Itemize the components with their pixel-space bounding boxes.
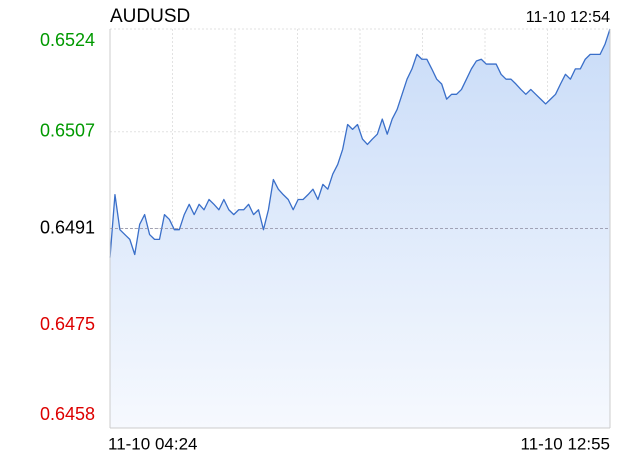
- x-tick-label: 11-10 12:55: [521, 434, 610, 453]
- y-tick-label: 0.6507: [40, 121, 95, 141]
- x-tick-label: 11-10 04:24: [108, 434, 197, 453]
- y-tick-label: 0.6458: [40, 404, 95, 424]
- chart-title: AUDUSD: [110, 6, 190, 27]
- y-tick-label: 0.6475: [40, 314, 95, 334]
- timestamp: 11-10 12:54: [526, 9, 610, 26]
- y-tick-label: 0.6524: [40, 30, 95, 50]
- y-tick-label: 0.6491: [40, 217, 95, 237]
- line: [109, 28, 611, 258]
